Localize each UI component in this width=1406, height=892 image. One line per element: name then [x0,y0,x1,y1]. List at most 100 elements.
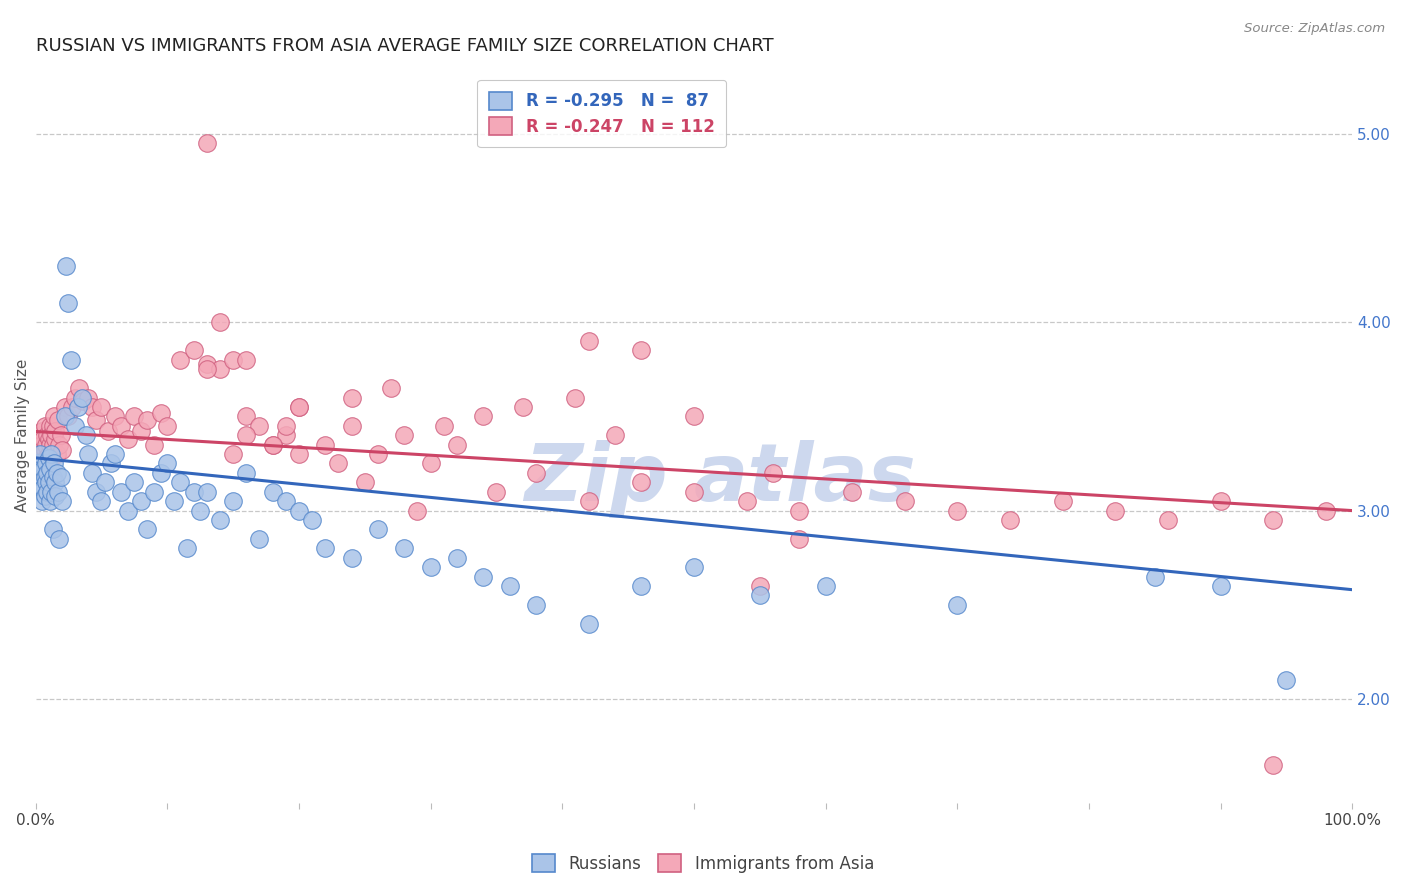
Point [1157,513,1180,527]
Point [1209,579,1232,593]
Point [222,352,245,367]
Point [35,475,58,490]
Point [1209,494,1232,508]
Point [683,409,706,424]
Point [367,523,389,537]
Point [41,447,63,461]
Point [41,418,63,433]
Point [90,400,112,414]
Point [247,418,270,433]
Point [31,447,53,461]
Point [39,438,62,452]
Point [222,494,245,508]
Text: Zip: Zip [524,441,668,518]
Point [893,494,915,508]
Point [41,450,63,465]
Point [35,450,58,465]
Point [94,475,117,490]
Point [25,466,48,480]
Point [446,438,468,452]
Point [39,462,62,476]
Point [1315,503,1337,517]
Point [25,438,48,452]
Point [136,413,159,427]
Point [195,136,218,151]
Point [84,484,107,499]
Point [288,447,311,461]
Point [564,391,586,405]
Point [274,494,297,508]
Point [603,428,626,442]
Point [48,438,70,452]
Point [683,560,706,574]
Point [38,450,60,465]
Point [762,466,785,480]
Point [485,484,508,499]
Point [32,457,55,471]
Point [103,409,125,424]
Y-axis label: Average Family Size: Average Family Size [15,359,30,512]
Point [27,450,49,465]
Point [34,443,56,458]
Point [100,457,122,471]
Point [41,469,63,483]
Point [314,541,336,556]
Point [51,494,73,508]
Text: Source: ZipAtlas.com: Source: ZipAtlas.com [1244,22,1385,36]
Point [60,352,83,367]
Point [28,462,51,476]
Point [169,475,191,490]
Point [433,418,456,433]
Point [472,409,495,424]
Point [235,409,257,424]
Point [380,381,402,395]
Text: atlas: atlas [695,441,917,518]
Point [72,394,94,409]
Point [34,469,56,483]
Point [28,447,51,461]
Point [419,457,441,471]
Point [42,409,65,424]
Point [55,259,77,273]
Point [124,475,146,490]
Point [77,391,100,405]
Point [30,457,52,471]
Point [787,503,810,517]
Point [578,616,600,631]
Point [946,598,969,612]
Point [63,391,86,405]
Point [524,466,547,480]
Point [49,428,72,442]
Point [183,484,205,499]
Point [82,466,104,480]
Point [44,432,66,446]
Point [28,428,51,442]
Point [208,513,231,527]
Point [340,391,363,405]
Point [748,588,770,602]
Point [44,425,66,439]
Point [630,343,652,358]
Point [66,400,89,414]
Point [1263,757,1285,772]
Point [44,489,66,503]
Point [45,447,67,461]
Point [117,503,139,517]
Point [41,484,63,499]
Point [195,362,218,376]
Point [42,457,65,471]
Point [27,457,49,471]
Point [67,381,90,395]
Point [30,438,52,452]
Point [301,513,323,527]
Point [498,579,520,593]
Point [188,503,211,517]
Point [38,447,60,461]
Point [235,352,257,367]
Point [30,484,52,499]
Point [156,457,179,471]
Point [37,428,59,442]
Point [70,391,93,405]
Point [735,494,758,508]
Point [683,484,706,499]
